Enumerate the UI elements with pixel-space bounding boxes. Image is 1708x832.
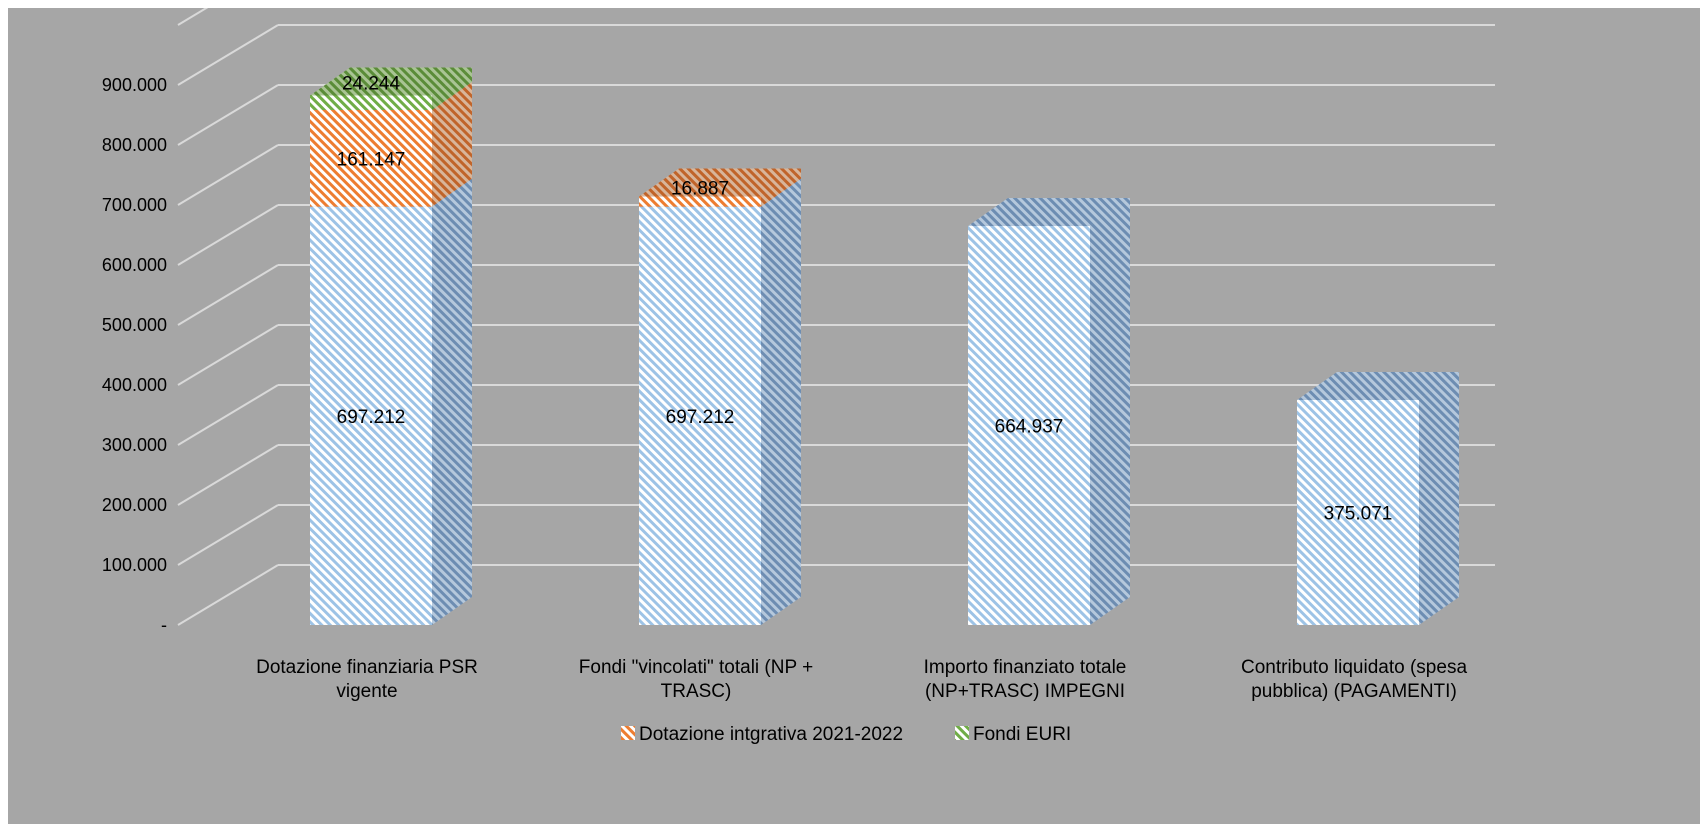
data-label-integrativa: 161.147 (337, 149, 406, 170)
category-label: Dotazione finanziaria PSR vigente (256, 657, 478, 702)
gridlines (177, 0, 1495, 626)
bar-segment-base (639, 178, 801, 626)
legend-item-integrativa: Dotazione intgrativa 2021-2022 (621, 724, 903, 745)
data-label-base: 697.212 (666, 407, 735, 428)
data-label-integrativa: 16.887 (671, 179, 729, 200)
data-label-base: 664.937 (995, 417, 1064, 438)
legend-swatch (955, 726, 969, 740)
gridline (177, 324, 1495, 386)
data-label-base: 375.071 (1324, 503, 1393, 524)
gridline (177, 564, 1495, 626)
gridline (177, 384, 1495, 446)
category-label: Fondi "vincolati" totali (NP + TRASC) (579, 657, 813, 702)
data-label-euri: 24.244 (342, 73, 401, 94)
y-tick-label: 400.000 (102, 375, 167, 395)
gridline (177, 0, 222, 26)
bar-4 (1297, 371, 1459, 625)
legend-label: Fondi EURI (973, 724, 1071, 745)
legend-item-euri: Fondi EURI (955, 724, 1071, 745)
legend-label: Dotazione intgrativa 2021-2022 (639, 724, 903, 745)
bar-segment-base (310, 178, 472, 626)
category-labels: Dotazione finanziaria PSR vigente Fondi "v… (256, 657, 1467, 702)
data-labels: 697.212 161.147 24.244 697.212 16.887 664.937… (337, 73, 1393, 524)
bar-segment-integrativa (310, 81, 472, 207)
y-tick-label: 700.000 (102, 195, 167, 215)
category-label: Importo finanziato totale (NP+TRASC) IMPE… (924, 657, 1127, 702)
y-tick-label: 100.000 (102, 555, 167, 575)
bar-1 (310, 67, 472, 626)
legend: Dotazione intgrativa 2021-2022 Fondi EURI (621, 724, 1071, 745)
bar-segment-integrativa (639, 168, 801, 207)
bar-segment-base (968, 198, 1130, 626)
y-tick-label: - (161, 615, 167, 635)
gridline (177, 144, 1495, 206)
bar-2 (639, 168, 801, 626)
y-tick-label: 800.000 (102, 135, 167, 155)
y-tick-label: 500.000 (102, 315, 167, 335)
y-axis-tick-labels: - 100.000 200.000 300.000 400.000 500.000 600.… (102, 75, 167, 635)
gridline (177, 264, 1495, 326)
bars (310, 67, 1459, 626)
data-label-base: 697.212 (337, 407, 406, 428)
category-label: Contributo liquidato (spesa pubblica) (PA… (1241, 657, 1467, 702)
bar-segment-base (1297, 371, 1459, 625)
gridline (177, 444, 1495, 506)
legend-swatch (621, 726, 635, 740)
bar-3 (968, 198, 1130, 626)
y-tick-label: 300.000 (102, 435, 167, 455)
y-tick-label: 600.000 (102, 255, 167, 275)
y-tick-label: 900.000 (102, 75, 167, 95)
gridline (177, 204, 1495, 266)
y-tick-label: 200.000 (102, 495, 167, 515)
gridline (177, 24, 1495, 86)
gridline (177, 504, 1495, 566)
chart-container: - 100.000 200.000 300.000 400.000 500.000 600.… (8, 0, 1700, 829)
gridline (177, 84, 1495, 146)
bar-segment-euri (310, 67, 472, 110)
stacked-3d-bar-chart: - 100.000 200.000 300.000 400.000 500.000 600.… (8, 0, 1700, 824)
